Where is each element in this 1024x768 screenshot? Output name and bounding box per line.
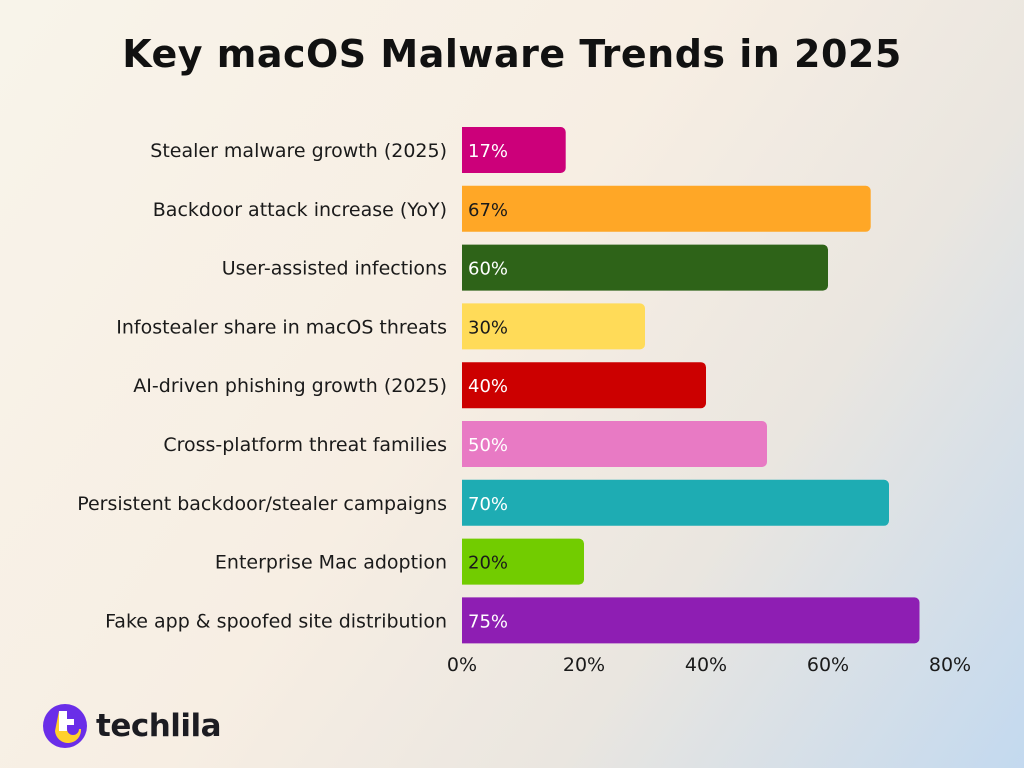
category-label: Backdoor attack increase (YoY) <box>153 199 447 221</box>
brand-name: techlila <box>96 708 222 744</box>
data-label: 30% <box>468 317 508 338</box>
bar <box>462 538 584 585</box>
x-tick-label: 80% <box>929 654 971 676</box>
brand-logo: techlila <box>42 703 222 749</box>
bar <box>462 479 889 526</box>
bar <box>462 244 828 291</box>
data-label: 40% <box>468 376 508 397</box>
category-label: Stealer malware growth (2025) <box>150 140 447 162</box>
data-label: 20% <box>468 553 508 574</box>
category-label: Infostealer share in macOS threats <box>116 316 447 338</box>
data-label: 67% <box>468 200 508 221</box>
bar <box>462 185 871 232</box>
x-tick-label: 60% <box>807 654 849 676</box>
data-label: 70% <box>468 494 508 515</box>
x-tick-label: 20% <box>563 654 605 676</box>
bar <box>462 597 920 644</box>
x-tick-label: 0% <box>447 654 477 676</box>
bar <box>462 127 566 173</box>
chart-title: Key macOS Malware Trends in 2025 <box>122 32 902 76</box>
x-tick-label: 40% <box>685 654 727 676</box>
category-label: User-assisted infections <box>222 258 447 280</box>
category-label: Enterprise Mac adoption <box>215 552 447 574</box>
data-label: 75% <box>468 611 508 632</box>
data-label: 17% <box>468 141 508 162</box>
bar <box>462 303 645 350</box>
bar <box>462 362 706 409</box>
data-label: 50% <box>468 435 508 456</box>
category-label: Persistent backdoor/stealer campaigns <box>77 493 447 515</box>
category-label: AI-driven phishing growth (2025) <box>133 375 447 397</box>
category-label: Fake app & spoofed site distribution <box>105 610 447 632</box>
category-label: Cross-platform threat families <box>163 434 447 456</box>
data-label: 60% <box>468 259 508 280</box>
techlila-logo-icon <box>43 704 87 748</box>
bar <box>462 421 767 467</box>
